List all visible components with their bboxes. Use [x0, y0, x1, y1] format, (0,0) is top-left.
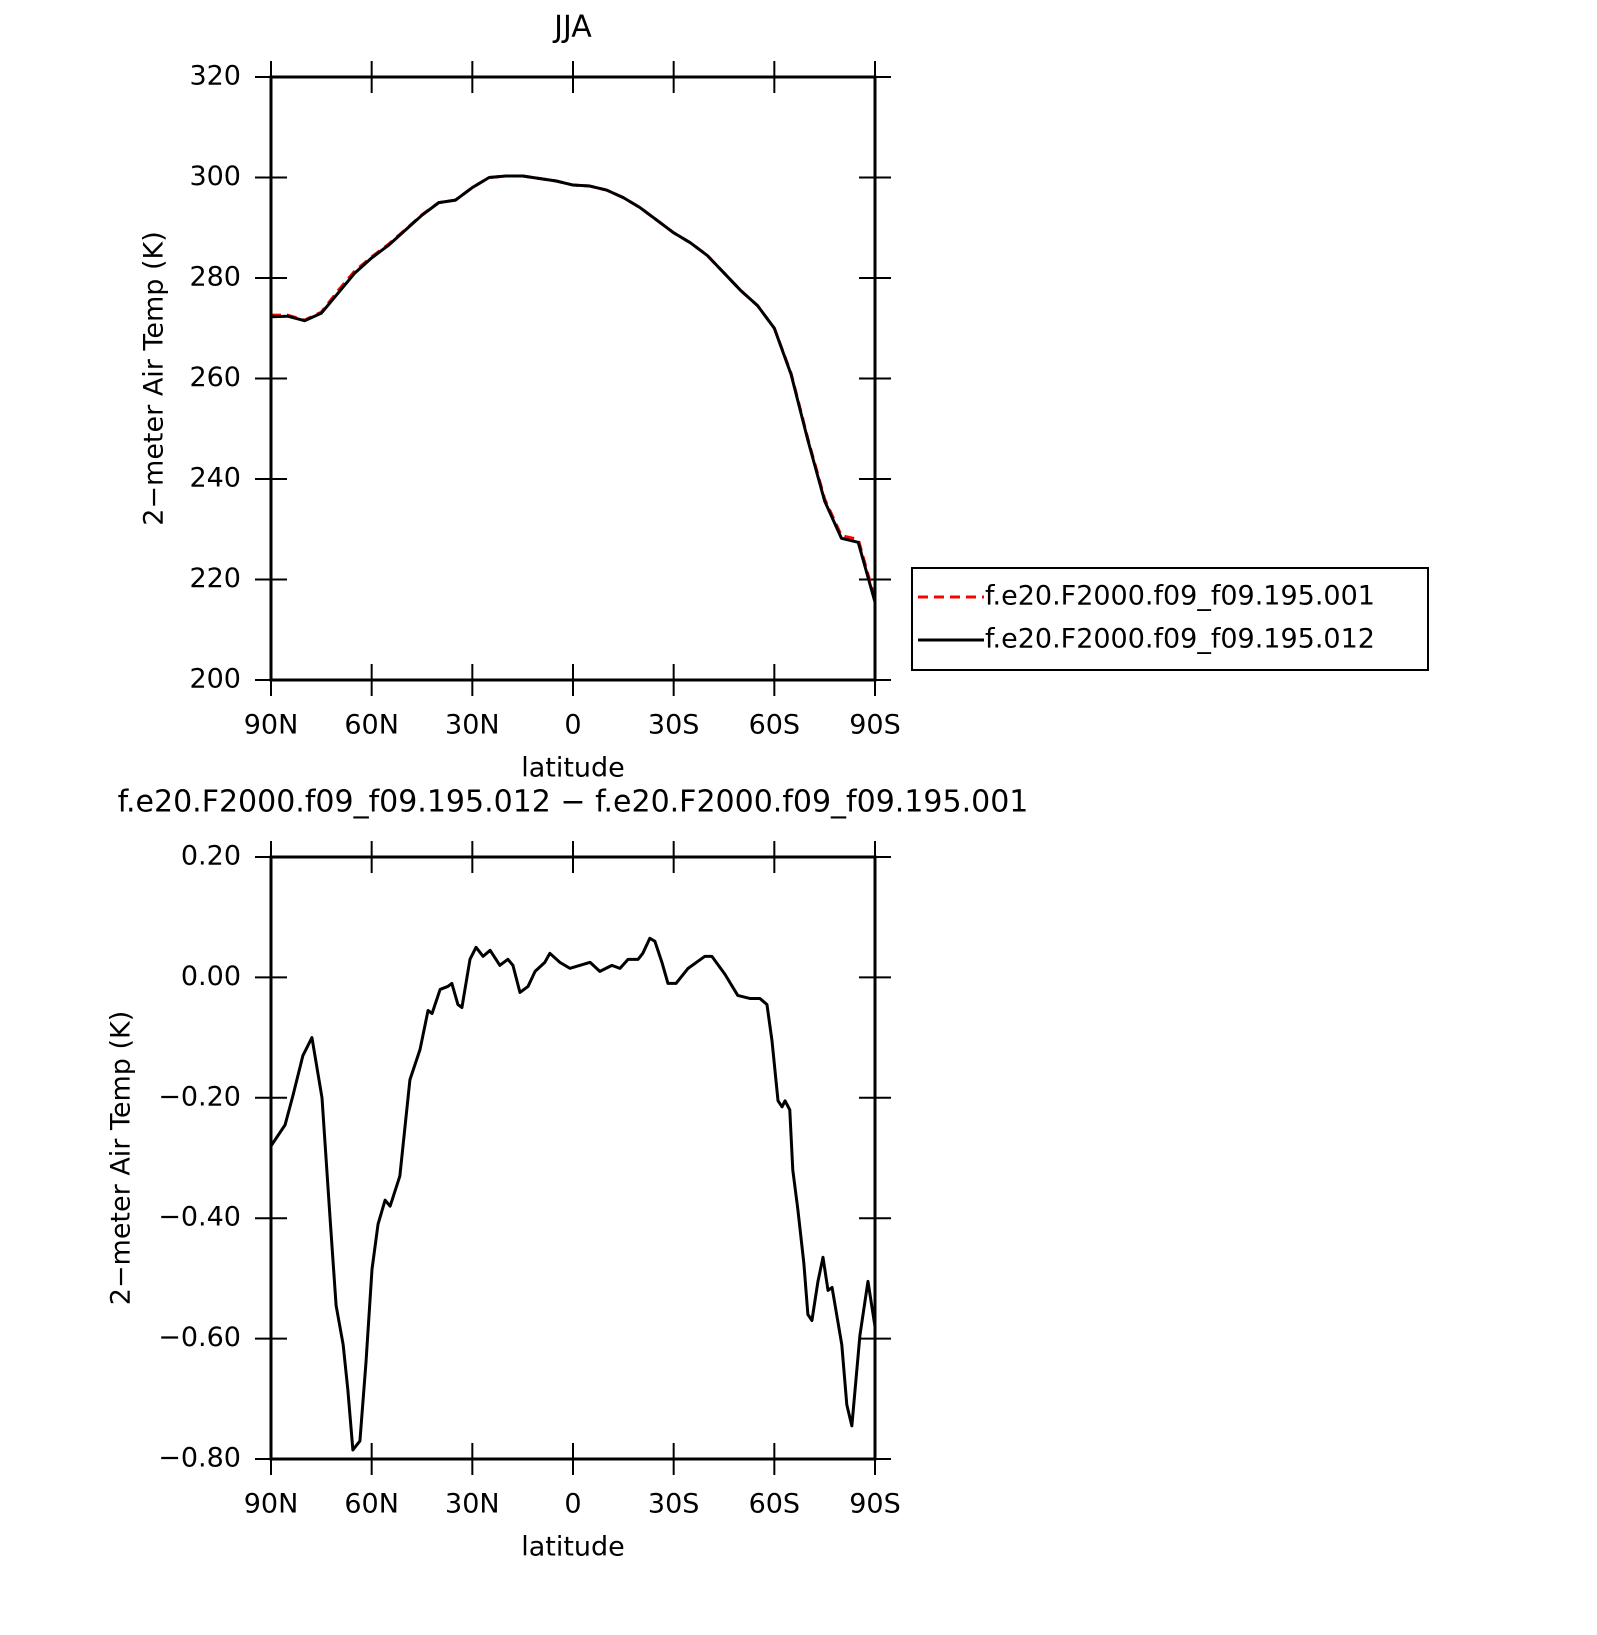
x-tick-label: 90N [244, 1489, 299, 1520]
data-line [271, 174, 877, 601]
legend-box [911, 567, 1429, 671]
y-tick-label: 280 [189, 262, 241, 293]
x-axis-label: latitude [521, 1532, 625, 1563]
y-tick-label: 220 [189, 563, 241, 594]
y-axis-label: 2−meter Air Temp (K) [139, 231, 170, 526]
y-tick-label: −0.80 [158, 1443, 241, 1474]
y-tick-label: 240 [189, 463, 241, 494]
y-tick-label: −0.40 [158, 1202, 241, 1233]
y-tick-label: −0.20 [158, 1081, 241, 1112]
x-tick-label: 60S [749, 1489, 801, 1520]
x-tick-label: 60S [749, 710, 801, 741]
x-tick-label: 30S [648, 1489, 700, 1520]
y-tick-label: 0.00 [181, 961, 241, 992]
y-tick-label: 0.20 [181, 841, 241, 872]
x-tick-label: 0 [564, 710, 581, 741]
data-line [269, 936, 877, 1452]
x-tick-label: 60N [344, 710, 399, 741]
x-tick-label: 60N [344, 1489, 399, 1520]
x-tick-label: 30S [648, 710, 700, 741]
legend-label: f.e20.F2000.f09_f09.195.001 [985, 581, 1375, 612]
y-tick-label: 300 [189, 161, 241, 192]
x-tick-label: 90S [849, 710, 901, 741]
chart-title: JJA [552, 10, 592, 45]
x-axis-label: latitude [521, 753, 625, 784]
x-tick-label: 90S [849, 1489, 901, 1520]
y-tick-label: 200 [189, 664, 241, 695]
y-tick-label: −0.60 [158, 1322, 241, 1353]
x-tick-label: 30N [445, 710, 500, 741]
data-line [270, 174, 877, 603]
y-axis-label: 2−meter Air Temp (K) [106, 1011, 137, 1306]
x-tick-label: 0 [564, 1489, 581, 1520]
plot-frame [269, 855, 877, 1461]
chart-title: f.e20.F2000.f09_f09.195.012 − f.e20.F200… [118, 785, 1029, 820]
x-tick-label: 30N [445, 1489, 500, 1520]
plot-frame [269, 75, 877, 682]
y-tick-label: 320 [189, 61, 241, 92]
legend-label: f.e20.F2000.f09_f09.195.012 [985, 624, 1375, 655]
y-tick-label: 260 [189, 362, 241, 393]
x-tick-label: 90N [244, 710, 299, 741]
